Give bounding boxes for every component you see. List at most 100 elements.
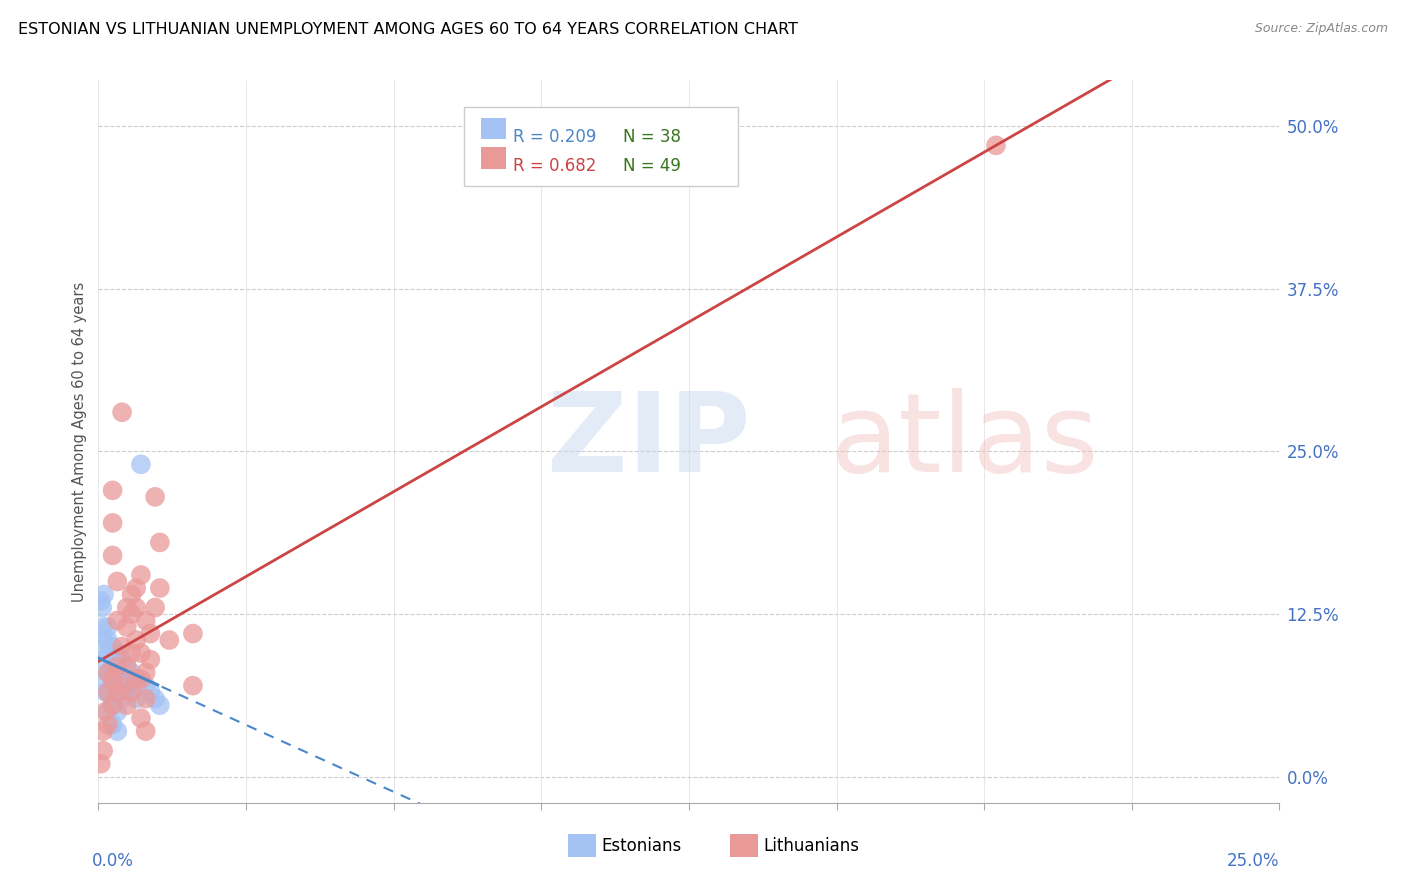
Point [105,659,128,673]
Point [101,549,124,563]
Point [91,600,114,615]
Point [125,633,148,648]
Point [97,685,120,699]
Point [139,626,162,640]
Text: R = 0.682: R = 0.682 [513,157,596,175]
Point [91,620,114,634]
Text: ZIP: ZIP [547,388,751,495]
Point [157,633,180,648]
Point [111,679,134,693]
Point [111,405,134,419]
Point [91,633,114,648]
Point [94,672,117,686]
Text: ESTONIAN VS LITHUANIAN UNEMPLOYMENT AMONG AGES 60 TO 64 YEARS CORRELATION CHART: ESTONIAN VS LITHUANIAN UNEMPLOYMENT AMON… [18,22,799,37]
Text: 0.0%: 0.0% [91,852,134,870]
Point [91,744,114,758]
Point [101,698,124,713]
Point [101,640,124,654]
Point [181,626,204,640]
Point [121,685,143,699]
Point [135,724,157,739]
Point [135,691,157,706]
Point [105,665,128,680]
Point [111,640,134,654]
Point [97,633,120,648]
Point [97,685,120,699]
Point [111,672,134,686]
Point [143,691,166,706]
Point [149,698,172,713]
Point [125,672,148,686]
Point [101,717,124,731]
Point [143,600,166,615]
Point [111,691,134,706]
Point [101,659,124,673]
Point [101,698,124,713]
Point [125,691,148,706]
Text: R = 0.209: R = 0.209 [513,128,596,145]
Text: Lithuanians: Lithuanians [763,837,859,855]
Point [97,646,120,660]
Point [121,587,143,601]
Point [125,581,148,595]
Point [121,607,143,621]
Point [125,600,148,615]
Point [105,685,128,699]
Point [105,574,128,589]
Point [135,614,157,628]
Point [101,679,124,693]
Point [90,594,112,608]
Point [149,581,172,595]
Point [94,685,117,699]
Point [97,665,120,680]
Y-axis label: Unemployment Among Ages 60 to 64 years: Unemployment Among Ages 60 to 64 years [72,281,87,602]
Point [115,600,138,615]
Point [129,458,152,472]
Point [115,620,138,634]
Point [149,535,172,549]
Point [105,646,128,660]
Point [129,711,152,725]
Text: N = 38: N = 38 [623,128,681,145]
Point [121,665,143,680]
Point [101,672,124,686]
Point [101,483,124,498]
Point [97,717,120,731]
Point [105,614,128,628]
Text: Source: ZipAtlas.com: Source: ZipAtlas.com [1254,22,1388,36]
Point [97,665,120,680]
Point [105,685,128,699]
Point [115,659,138,673]
Point [129,646,152,660]
Point [181,679,204,693]
Point [984,138,1007,153]
Point [94,705,117,719]
Point [125,672,148,686]
Point [139,652,162,666]
Point [135,665,157,680]
Point [93,587,115,601]
Point [143,490,166,504]
Point [101,516,124,530]
Point [90,756,112,771]
Text: atlas: atlas [831,388,1099,495]
Point [139,685,162,699]
Point [115,659,138,673]
Point [121,646,143,660]
Point [129,568,152,582]
Point [91,652,114,666]
Point [97,620,120,634]
Point [111,652,134,666]
Text: N = 49: N = 49 [623,157,681,175]
Point [115,679,138,693]
Point [97,705,120,719]
Text: Estonians: Estonians [602,837,682,855]
Point [91,724,114,739]
Point [129,672,152,686]
Point [121,685,143,699]
Text: 25.0%: 25.0% [1227,852,1279,870]
Point [135,679,157,693]
Point [105,724,128,739]
Point [105,705,128,719]
Point [115,698,138,713]
